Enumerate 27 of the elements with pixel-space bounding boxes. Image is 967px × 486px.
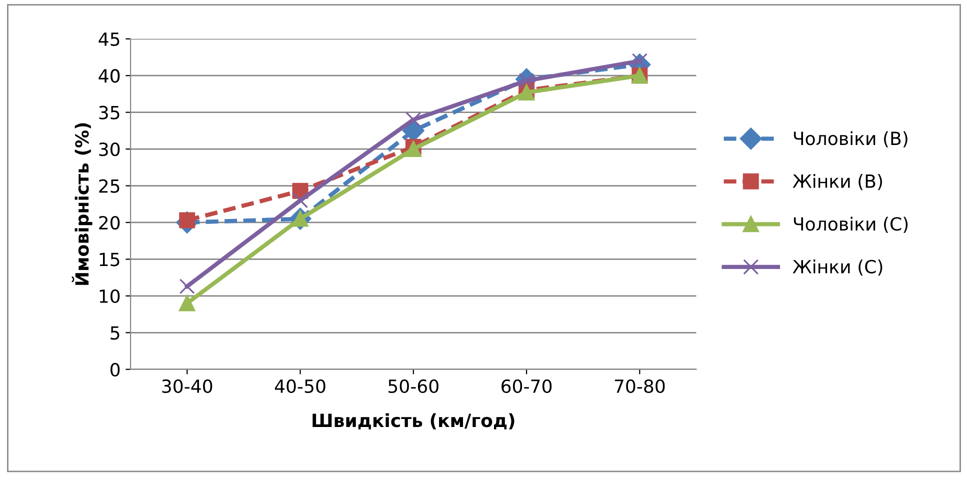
- point: [292, 192, 308, 208]
- legend-label: Чоловіки (B): [794, 131, 908, 148]
- point: [179, 278, 195, 294]
- legend-label: Жінки (B): [792, 174, 882, 190]
- y-tick-label: 40: [98, 69, 120, 83]
- point: [179, 295, 196, 312]
- x-tick-label: 70-80: [614, 379, 665, 394]
- y-tick-label: 0: [110, 362, 120, 376]
- y-tick-label: 5: [110, 326, 120, 340]
- x-tick-label: 60-70: [502, 379, 552, 394]
- x-axis-title: Швидкість (км/год): [312, 413, 514, 430]
- point: [406, 112, 422, 128]
- y-tick-label: 20: [99, 216, 120, 230]
- point: [632, 53, 648, 69]
- y-tick-label: 15: [100, 252, 120, 266]
- y-tick-label: 45: [98, 32, 120, 46]
- x-tick-label: 30-40: [162, 379, 212, 394]
- legend-label: Жінки (C): [792, 260, 882, 276]
- x-tick-label: 40-50: [274, 379, 326, 394]
- y-axis-title: Ймовірність (%): [72, 123, 92, 285]
- y-tick-label: 30: [99, 142, 120, 156]
- y-tick-label: 10: [100, 289, 120, 304]
- x-tick-label: 50-60: [388, 379, 438, 394]
- legend-label: Чоловіки (C): [794, 216, 908, 233]
- point: [518, 72, 534, 89]
- y-tick-label: 35: [99, 106, 120, 120]
- y-tick-label: 25: [99, 179, 120, 193]
